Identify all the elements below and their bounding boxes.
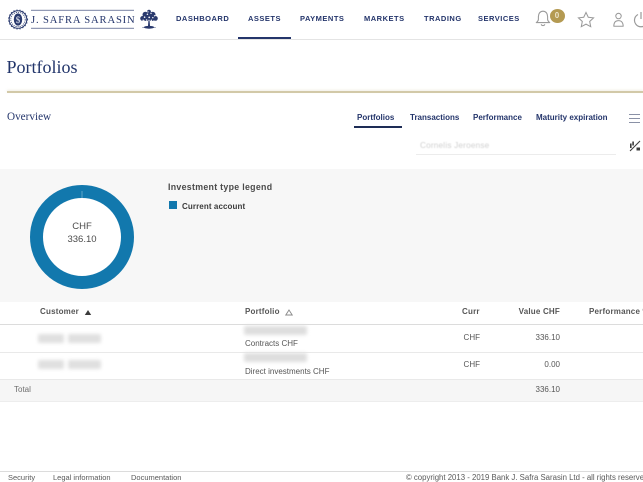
svg-text:J. SAFRA SARASIN: J. SAFRA SARASIN: [31, 15, 136, 26]
svg-text:$: $: [16, 15, 21, 25]
